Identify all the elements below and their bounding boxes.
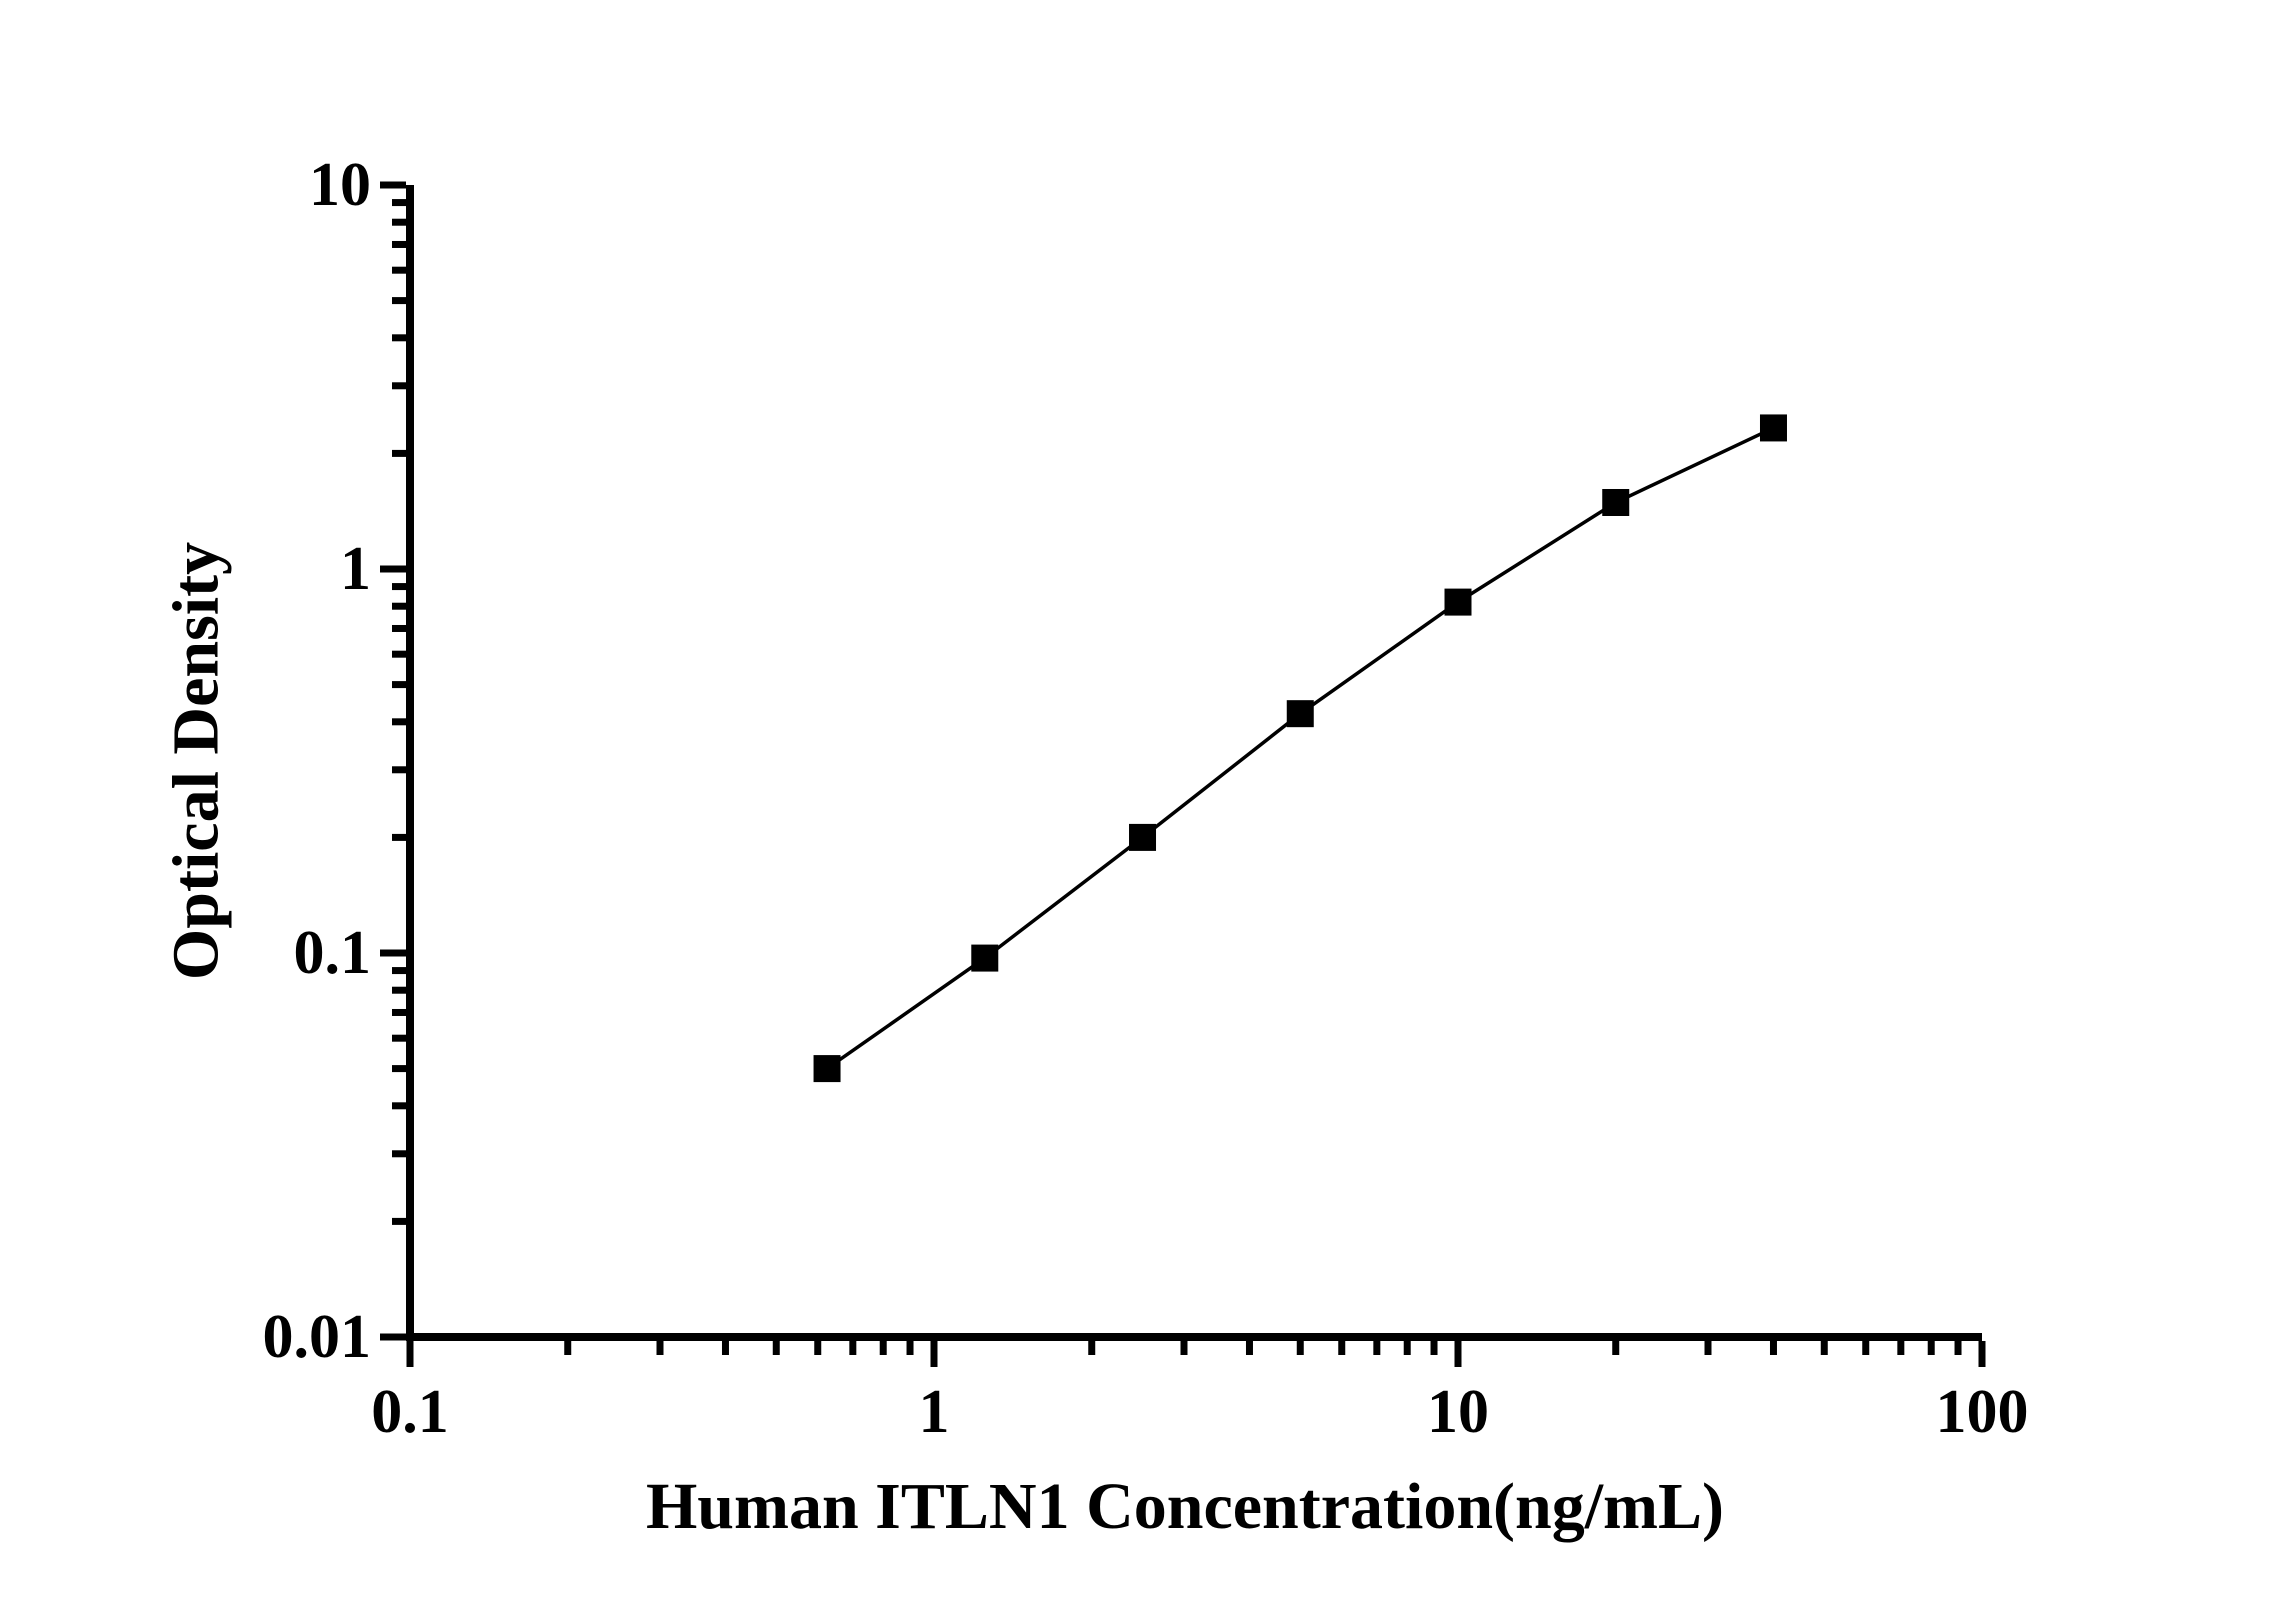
y-tick-label: 0.01 — [263, 1303, 372, 1371]
data-point-marker — [1602, 488, 1630, 516]
data-point-marker — [971, 944, 999, 972]
y-axis-title: Optical Density — [160, 542, 233, 980]
data-point-marker — [1444, 588, 1472, 616]
y-tick-label: 10 — [309, 151, 371, 219]
data-point-marker — [1129, 823, 1157, 851]
x-tick-label: 10 — [1427, 1378, 1489, 1446]
y-tick-label: 1 — [340, 535, 371, 603]
data-point-marker — [1286, 700, 1314, 728]
series-line — [826, 426, 1775, 1071]
data-point-marker — [813, 1055, 841, 1083]
x-tick-label: 0.1 — [371, 1378, 449, 1446]
x-tick-label: 1 — [919, 1378, 950, 1446]
y-tick-label: 0.1 — [294, 919, 372, 987]
x-tick-label: 100 — [1936, 1378, 2029, 1446]
x-axis-title: Human ITLN1 Concentration(ng/mL) — [646, 1470, 1724, 1543]
data-point-marker — [1759, 414, 1787, 442]
